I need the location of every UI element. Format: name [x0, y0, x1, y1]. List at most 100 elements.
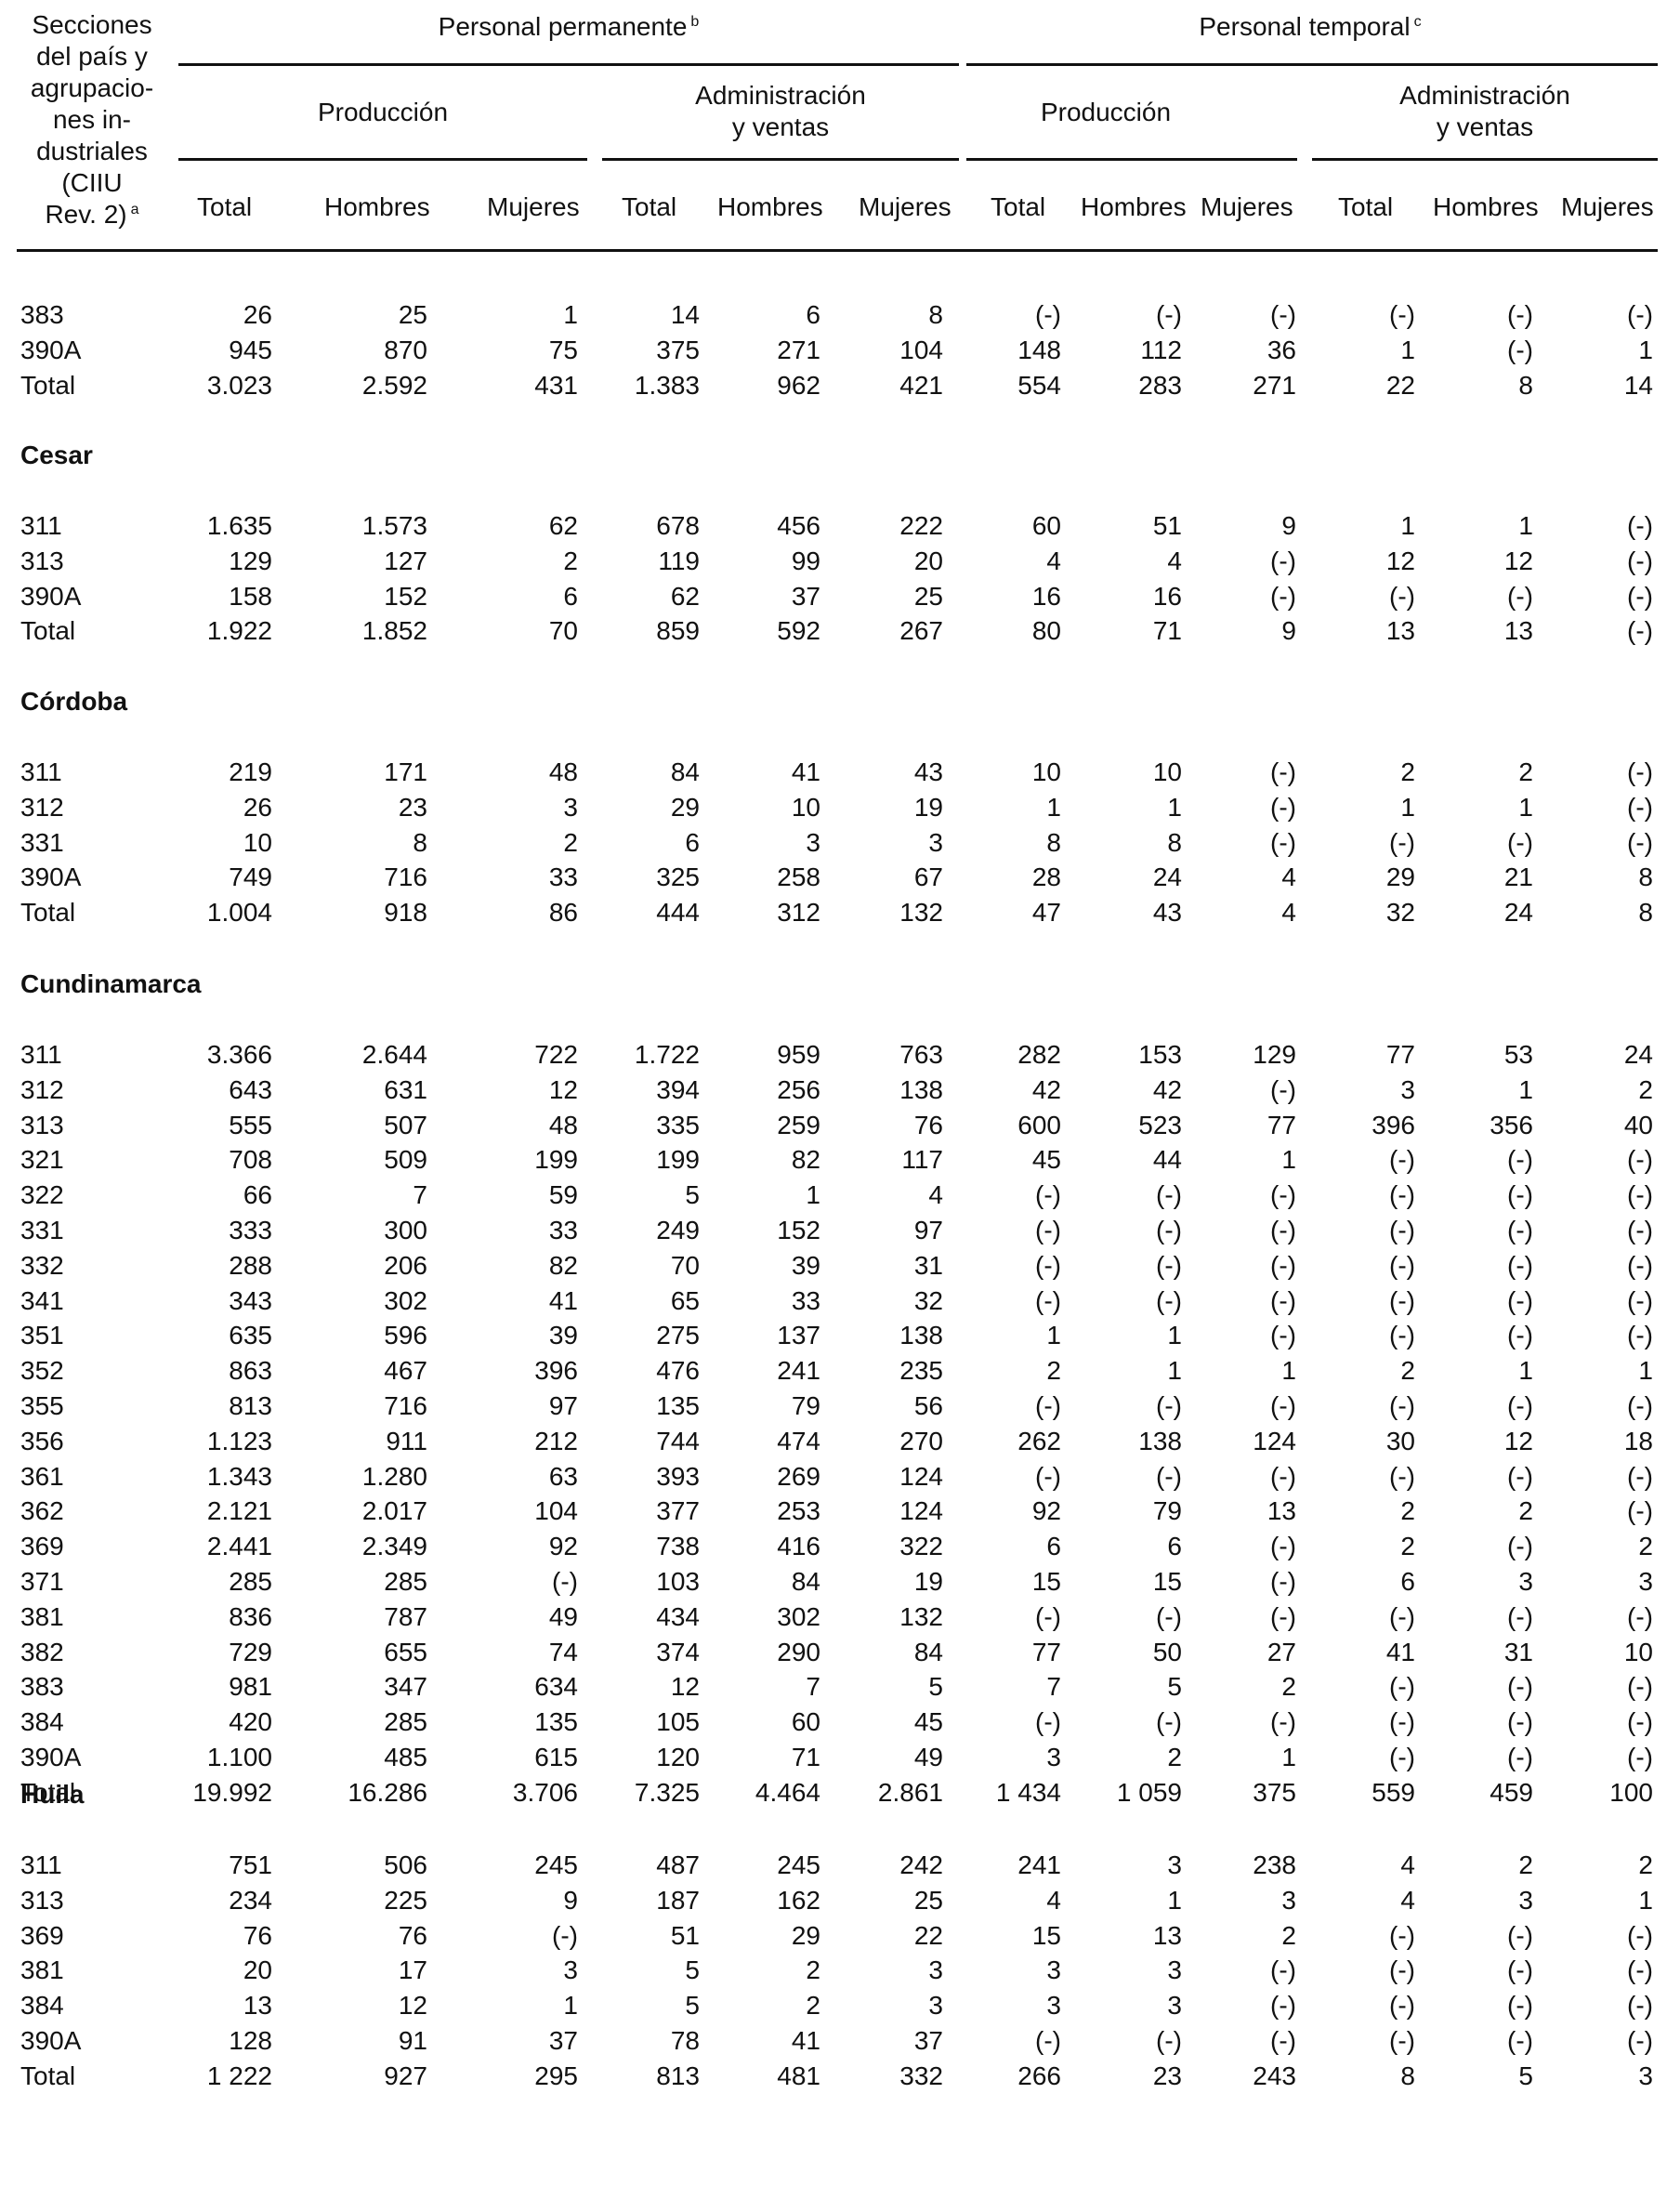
cell-perm-admin-total: 70	[670, 1250, 700, 1280]
cell-perm-admin-mujeres: 124	[899, 1496, 943, 1526]
cell-perm-admin-hombres: 71	[791, 1743, 820, 1771]
cell-temp-admin-hombres: 12	[1503, 546, 1533, 575]
row-code: 355	[20, 1391, 64, 1420]
cell-temp-prod-total: (-)	[1035, 2026, 1061, 2055]
cell-perm-prod-hombres: 302	[384, 1285, 427, 1315]
cell-temp-admin-mujeres: (-)	[1627, 1743, 1653, 1771]
cell-perm-admin-total: 103	[656, 1567, 700, 1596]
cell-temp-admin-total: 4	[1400, 1885, 1415, 1915]
row-code: 356	[20, 1426, 64, 1455]
cell-temp-admin-total: 2	[1400, 1496, 1415, 1526]
cell-temp-admin-hombres: 31	[1503, 1637, 1533, 1666]
cell-temp-prod-total: 4	[1046, 546, 1061, 575]
cell-temp-prod-hombres: 1	[1167, 1885, 1182, 1915]
cell-perm-prod-total: 13	[243, 1991, 272, 2021]
cell-perm-admin-hombres: 39	[791, 1250, 820, 1280]
cell-temp-admin-total: 30	[1385, 1426, 1415, 1455]
row-code: 362	[20, 1496, 64, 1526]
cell-temp-admin-mujeres: (-)	[1627, 827, 1653, 857]
cell-temp-prod-total: 60	[1031, 511, 1061, 540]
cell-perm-prod-hombres: 1.852	[361, 616, 427, 646]
cell-perm-admin-mujeres: 56	[913, 1391, 943, 1420]
cell-perm-prod-mujeres: 212	[534, 1426, 578, 1455]
cell-perm-admin-total: 7.325	[634, 1777, 700, 1807]
cell-temp-prod-mujeres: 4	[1281, 862, 1296, 892]
cell-temp-prod-hombres: (-)	[1156, 2026, 1182, 2055]
cell-perm-prod-total: 555	[229, 1110, 272, 1139]
cell-perm-prod-total: 1.343	[206, 1461, 272, 1491]
cell-perm-admin-hombres: 474	[777, 1426, 820, 1455]
cell-perm-admin-total: 377	[656, 1496, 700, 1526]
row-code: 352	[20, 1356, 64, 1386]
cell-temp-prod-hombres: 51	[1152, 511, 1182, 540]
row-code: 341	[20, 1285, 64, 1315]
cell-temp-admin-hombres: (-)	[1507, 1145, 1533, 1175]
stub-line: dustriales	[36, 137, 148, 165]
cell-temp-admin-mujeres: 8	[1638, 862, 1653, 892]
cell-perm-prod-mujeres: (-)	[552, 1920, 578, 1950]
cell-perm-admin-mujeres: 5	[928, 1672, 943, 1702]
cell-perm-admin-hombres: 99	[791, 546, 820, 575]
cell-perm-prod-total: 751	[229, 1850, 272, 1879]
col-header-total: Total	[991, 192, 1046, 221]
cell-temp-prod-total: 6	[1046, 1532, 1061, 1561]
cell-perm-prod-hombres: 631	[384, 1074, 427, 1104]
cell-temp-prod-total: (-)	[1035, 1707, 1061, 1737]
cell-perm-admin-hombres: 33	[791, 1285, 820, 1315]
cell-temp-prod-hombres: 2	[1167, 1743, 1182, 1771]
cell-perm-admin-hombres: 269	[777, 1461, 820, 1491]
cell-perm-admin-mujeres: 31	[913, 1250, 943, 1280]
row-code: 369	[20, 1532, 64, 1561]
cell-perm-admin-hombres: 41	[791, 757, 820, 786]
cell-perm-admin-hombres: 37	[791, 581, 820, 611]
cell-temp-prod-hombres: 50	[1152, 1637, 1182, 1666]
cell-perm-admin-hombres: 60	[791, 1707, 820, 1737]
cell-temp-prod-mujeres: (-)	[1270, 1285, 1296, 1315]
stub-line: (CIIU	[61, 168, 123, 197]
col-header-hombres: Hombres	[324, 192, 430, 221]
row-code: 351	[20, 1321, 64, 1350]
cell-perm-admin-mujeres: 19	[913, 792, 943, 822]
cell-perm-admin-total: 859	[656, 616, 700, 646]
cell-perm-admin-total: 5	[685, 1180, 700, 1210]
cell-temp-prod-hombres: (-)	[1156, 1285, 1182, 1315]
cell-temp-admin-hombres: 2	[1518, 1850, 1533, 1879]
cell-temp-admin-mujeres: 14	[1623, 370, 1653, 400]
cell-perm-admin-hombres: 456	[777, 511, 820, 540]
cell-perm-admin-mujeres: 97	[913, 1216, 943, 1244]
cell-temp-prod-mujeres: (-)	[1270, 792, 1296, 822]
cell-perm-admin-hombres: 152	[777, 1216, 820, 1244]
cell-perm-admin-hombres: 2	[806, 1955, 820, 1985]
cell-temp-prod-hombres: (-)	[1156, 300, 1182, 329]
cell-perm-prod-hombres: 2.017	[361, 1496, 427, 1526]
cell-perm-admin-total: 62	[670, 581, 700, 611]
table-row: 312 26 23 3 29 10 19 1 1 (-) 1 1 (-)	[0, 790, 1680, 825]
cell-temp-prod-total: 1	[1046, 1321, 1061, 1350]
cell-temp-admin-hombres: (-)	[1507, 581, 1533, 611]
cell-perm-admin-mujeres: 4	[928, 1180, 943, 1210]
col-header-mujeres: Mujeres	[859, 192, 952, 221]
cell-perm-prod-mujeres: 104	[534, 1496, 578, 1526]
table-row: 355 813 716 97 135 79 56 (-) (-) (-) (-) (-) (-)	[0, 1389, 1680, 1424]
cell-perm-prod-total: 234	[229, 1885, 272, 1915]
cell-temp-admin-total: 12	[1385, 546, 1415, 575]
cell-perm-admin-hombres: 7	[806, 1672, 820, 1702]
row-code: 332	[20, 1250, 64, 1280]
table-row: 390A 128 91 37 78 41 37 (-) (-) (-) (-) (-) (-)	[0, 2023, 1680, 2059]
cell-temp-admin-hombres: (-)	[1507, 1285, 1533, 1315]
row-code: 321	[20, 1145, 64, 1175]
cell-perm-admin-mujeres: 32	[913, 1285, 943, 1315]
cell-temp-prod-mujeres: 9	[1281, 616, 1296, 646]
cell-temp-prod-mujeres: 13	[1267, 1496, 1296, 1526]
cell-temp-admin-hombres: (-)	[1507, 1601, 1533, 1631]
cell-temp-admin-mujeres: (-)	[1627, 1601, 1653, 1631]
table-row: 332 288 206 82 70 39 31 (-) (-) (-) (-) (-) (-)	[0, 1248, 1680, 1284]
cell-temp-prod-hombres: 1	[1167, 792, 1182, 822]
cell-perm-prod-mujeres: 37	[548, 2026, 578, 2055]
cell-perm-prod-total: 420	[229, 1707, 272, 1737]
cell-temp-prod-hombres: 3	[1167, 1850, 1182, 1879]
cell-temp-admin-mujeres: (-)	[1627, 792, 1653, 822]
col-header-total: Total	[197, 192, 253, 221]
cell-temp-prod-mujeres: (-)	[1270, 1955, 1296, 1985]
cell-perm-admin-total: 813	[656, 2061, 700, 2090]
